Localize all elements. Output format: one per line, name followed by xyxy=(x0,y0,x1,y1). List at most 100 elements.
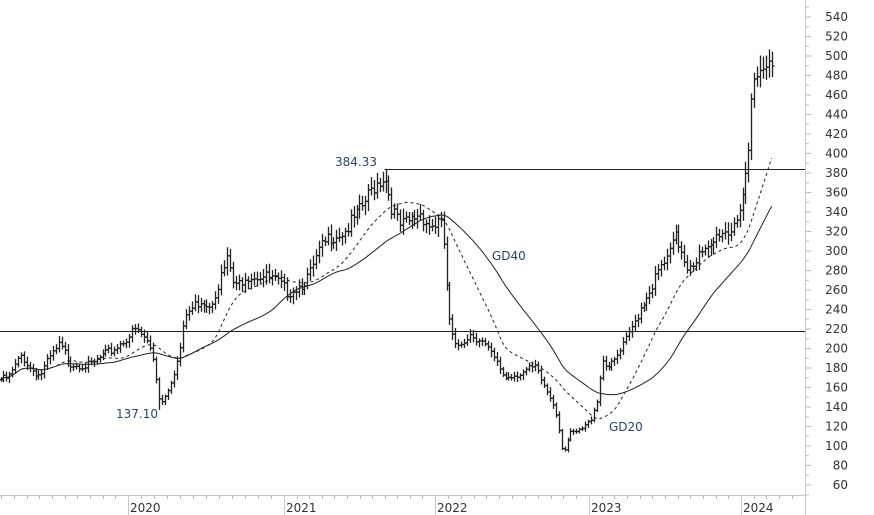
price-bars xyxy=(0,49,775,453)
y-ticks: 540 520 500 480 460 440 420 400 380 360 340 320 300 2… xyxy=(806,6,848,496)
y-tick-label: 200 xyxy=(825,342,848,356)
ohlc-bar xyxy=(498,356,503,374)
ohlc-bar xyxy=(187,306,192,321)
ohlc-bar xyxy=(450,314,455,340)
ohlc-bar xyxy=(267,263,272,284)
ohlc-bar xyxy=(19,352,24,364)
ohlc-bar xyxy=(407,212,412,226)
ohlc-bar xyxy=(249,273,254,290)
ohlc-bar xyxy=(395,203,400,221)
ohlc-bar xyxy=(222,260,227,277)
ohlc-bar xyxy=(273,268,278,282)
ohlc-bar xyxy=(80,364,85,372)
ohlc-bar xyxy=(225,247,230,276)
y-tick-label: 160 xyxy=(825,381,848,395)
ohlc-bar xyxy=(536,361,541,374)
ohlc-bar xyxy=(54,344,59,355)
ohlc-bar xyxy=(28,361,33,373)
ohlc-bar xyxy=(650,283,655,299)
ohlc-bar xyxy=(668,242,673,264)
y-tick-label: 140 xyxy=(825,400,848,414)
ohlc-bar xyxy=(398,209,403,233)
ohlc-bar xyxy=(270,270,275,286)
ohlc-bar xyxy=(656,264,661,281)
y-tick-label: 240 xyxy=(825,303,848,317)
ohlc-bar xyxy=(45,354,50,371)
ohlc-bar xyxy=(453,327,458,349)
ohlc-bar xyxy=(477,338,482,348)
ohlc-bar xyxy=(320,233,325,257)
ohlc-bar xyxy=(424,219,429,234)
ohlc-bar xyxy=(524,366,529,376)
ohlc-bar xyxy=(527,362,532,372)
ohlc-bar xyxy=(216,284,221,304)
ohlc-bar xyxy=(752,72,757,108)
ohlc-bar xyxy=(521,369,526,381)
y-tick-label: 540 xyxy=(825,10,848,24)
ohlc-bar xyxy=(697,244,702,270)
axes xyxy=(0,0,806,515)
ohlc-bar xyxy=(442,211,447,249)
ohlc-bar xyxy=(92,358,97,367)
y-tick-label: 360 xyxy=(825,186,848,200)
y-tick-label: 180 xyxy=(825,361,848,375)
ohlc-bar xyxy=(51,345,56,361)
ohlc-bar xyxy=(545,383,550,396)
ohlc-bar xyxy=(157,377,162,410)
ohlc-bar xyxy=(184,309,189,330)
ohlc-bar xyxy=(418,203,423,221)
ohlc-bar xyxy=(723,222,728,240)
ohlc-bar xyxy=(246,276,251,290)
ohlc-bar xyxy=(63,341,68,355)
ohlc-bar xyxy=(548,387,553,402)
ohlc-bar xyxy=(109,342,114,356)
ohlc-bar xyxy=(633,314,638,331)
ohlc-bar xyxy=(732,217,737,236)
ohlc-bar xyxy=(349,209,354,237)
ohlc-bar xyxy=(659,259,664,277)
y-tick-label: 400 xyxy=(825,147,848,161)
gd20-line xyxy=(0,158,773,420)
moving-averages xyxy=(0,158,773,420)
horizontal-lines xyxy=(0,169,805,332)
low-label: 137.10 xyxy=(116,407,158,421)
ohlc-bar xyxy=(430,218,435,232)
y-tick-label: 220 xyxy=(825,322,848,336)
ohlc-bar xyxy=(311,255,316,277)
ohlc-bar xyxy=(308,259,313,281)
y-tick-label: 300 xyxy=(825,244,848,258)
ohlc-bar xyxy=(738,204,743,228)
ohlc-bar xyxy=(207,302,212,315)
ohlc-bar xyxy=(31,363,36,377)
ohlc-bar xyxy=(671,231,676,255)
ohlc-bar xyxy=(568,428,573,442)
y-tick-label: 80 xyxy=(833,459,848,473)
ohlc-bar xyxy=(334,229,339,251)
ohlc-bar xyxy=(294,286,299,301)
ohlc-bar xyxy=(98,354,103,363)
y-tick-label: 120 xyxy=(825,420,848,434)
ohlc-bar xyxy=(720,229,725,243)
ohlc-bar xyxy=(714,226,719,248)
ohlc-bar xyxy=(703,244,708,256)
ohlc-bar xyxy=(647,286,652,305)
ohlc-bar xyxy=(492,347,497,362)
ohlc-bar xyxy=(601,355,606,381)
ohlc-bar xyxy=(118,340,123,353)
ohlc-bar xyxy=(178,342,183,367)
ohlc-bar xyxy=(346,223,351,237)
y-tick-label: 460 xyxy=(825,88,848,102)
y-tick-label: 380 xyxy=(825,166,848,180)
ohlc-bar xyxy=(758,55,763,88)
ohlc-bar xyxy=(483,338,488,347)
ohlc-bar xyxy=(106,344,111,354)
ohlc-bar xyxy=(258,272,263,284)
x-tick-label: 2021 xyxy=(286,501,317,515)
ohlc-bar xyxy=(243,272,248,293)
y-tick-label: 280 xyxy=(825,264,848,278)
ohlc-bar xyxy=(57,335,62,353)
ohlc-bar xyxy=(115,343,120,354)
ohlc-bar xyxy=(175,356,180,380)
ohlc-bar xyxy=(563,446,568,452)
